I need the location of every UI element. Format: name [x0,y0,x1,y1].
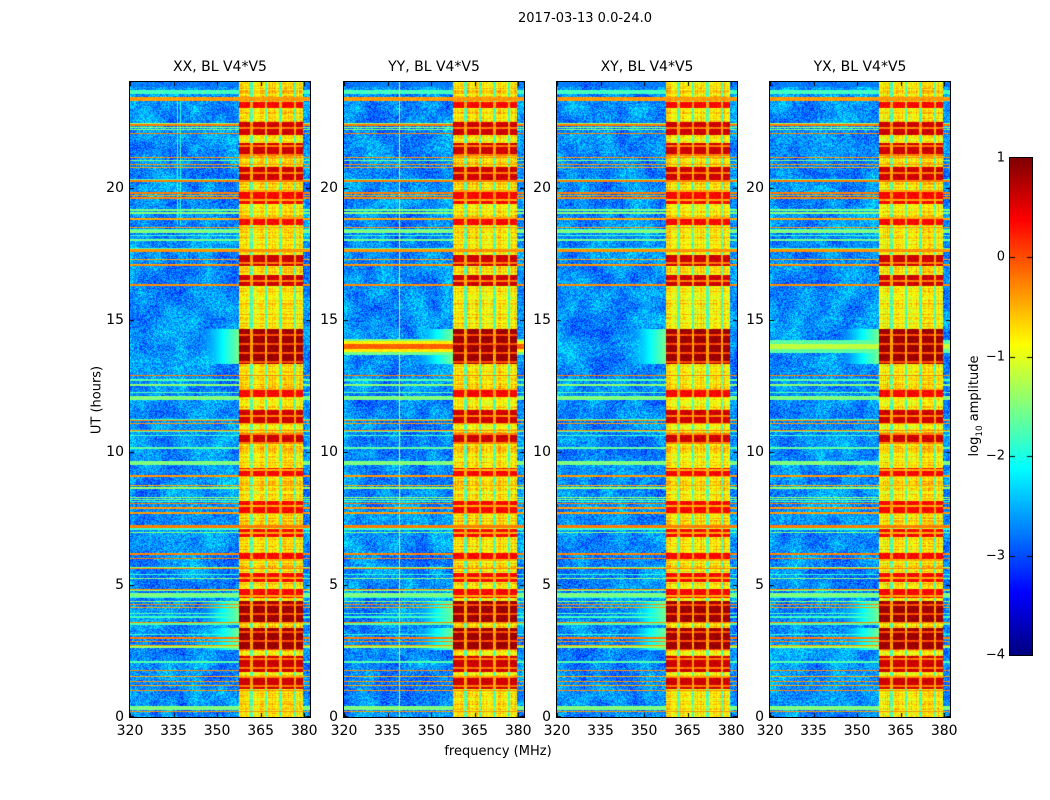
x-tick-label: 365 [674,723,702,739]
x-tick-label: 380 [930,723,958,739]
panel-xx: XX, BL V4*V5 0 5 10 15 20 320 335 350 365 380 [106,59,317,738]
x-tick-label: 380 [504,723,532,739]
y-tick-label: 0 [542,709,551,725]
y-tick-label: 10 [533,444,551,461]
x-tick-label: 365 [461,723,489,739]
x-tick-label: 335 [587,723,614,739]
x-tick-label: 380 [290,723,318,739]
y-tick-label: 0 [329,709,338,725]
x-tick-label: 350 [417,723,445,739]
x-tick-label: 335 [374,723,401,739]
y-tick-label: 5 [329,576,338,593]
y-tick-label: 10 [746,444,764,461]
x-tick-label: 320 [543,723,571,739]
spectrogram-canvas-yy [343,81,525,718]
y-tick-label: 20 [746,179,764,196]
x-tick-label: 320 [116,723,144,739]
y-tick-label: 15 [533,312,551,329]
x-tick-label: 380 [717,723,745,739]
panel-title-yy: YY, BL V4*V5 [388,59,480,75]
x-tick-label: 335 [160,723,187,739]
y-tick-label: 10 [106,444,124,461]
colorbar-tick-label: 1 [996,150,1005,166]
y-tick-label: 0 [115,709,124,725]
spectrogram-canvas-yx [769,81,951,718]
x-tick-label: 320 [756,723,784,739]
x-tick-label: 350 [203,723,231,739]
colorbar: 1 0 −1 −2 −3 −4 [986,152,1033,662]
colorbar-tick-label: −4 [985,647,1005,663]
panel-title-xx: XX, BL V4*V5 [173,59,267,75]
panel-title-xy: XY, BL V4*V5 [600,59,694,75]
colorbar-label-sub: 10 [974,425,985,437]
panel-title-yx: YX, BL V4*V5 [813,59,907,75]
colorbar-tick-label: −2 [985,448,1005,464]
x-tick-label: 320 [330,723,358,739]
spectrogram-canvas-xy [556,81,738,718]
y-tick-label: 5 [755,576,764,593]
colorbar-label-log: log [967,436,983,457]
colorbar-tick-label: 0 [996,249,1005,265]
colorbar-label-rest: amplitude [967,355,983,426]
colorbar-axis-label: log10 amplitude [967,356,985,457]
y-tick-label: 20 [320,179,338,196]
colorbar-tick-label: −1 [985,349,1005,365]
x-tick-label: 365 [247,723,275,739]
x-axis-label: frequency (MHz) [444,744,552,759]
x-tick-label: 335 [800,723,827,739]
x-tick-label: 350 [843,723,871,739]
y-tick-label: 10 [320,444,338,461]
figure-title: 2017-03-13 0.0-24.0 [518,11,652,26]
y-tick-label: 20 [106,179,124,196]
spectrogram-canvas-xx [129,81,311,718]
panel-xy: XY, BL V4*V5 0 5 10 15 20 320 335 350 365 380 [533,59,744,738]
y-tick-label: 15 [106,312,124,329]
panel-yx: YX, BL V4*V5 0 5 10 15 20 320 335 350 365 380 [746,59,957,738]
colorbar-tick-label: −3 [985,548,1005,564]
y-tick-label: 15 [746,312,764,329]
y-tick-label: 5 [542,576,551,593]
x-tick-label: 365 [887,723,915,739]
y-tick-label: 5 [115,576,124,593]
panel-yy: YY, BL V4*V5 0 5 10 15 20 320 335 350 365 380 [320,59,531,738]
x-tick-label: 350 [630,723,658,739]
y-axis-label: UT (hours) [89,365,105,435]
colorbar-gradient-canvas [1009,157,1033,656]
y-tick-label: 20 [533,179,551,196]
y-tick-label: 15 [320,312,338,329]
y-tick-label: 0 [755,709,764,725]
